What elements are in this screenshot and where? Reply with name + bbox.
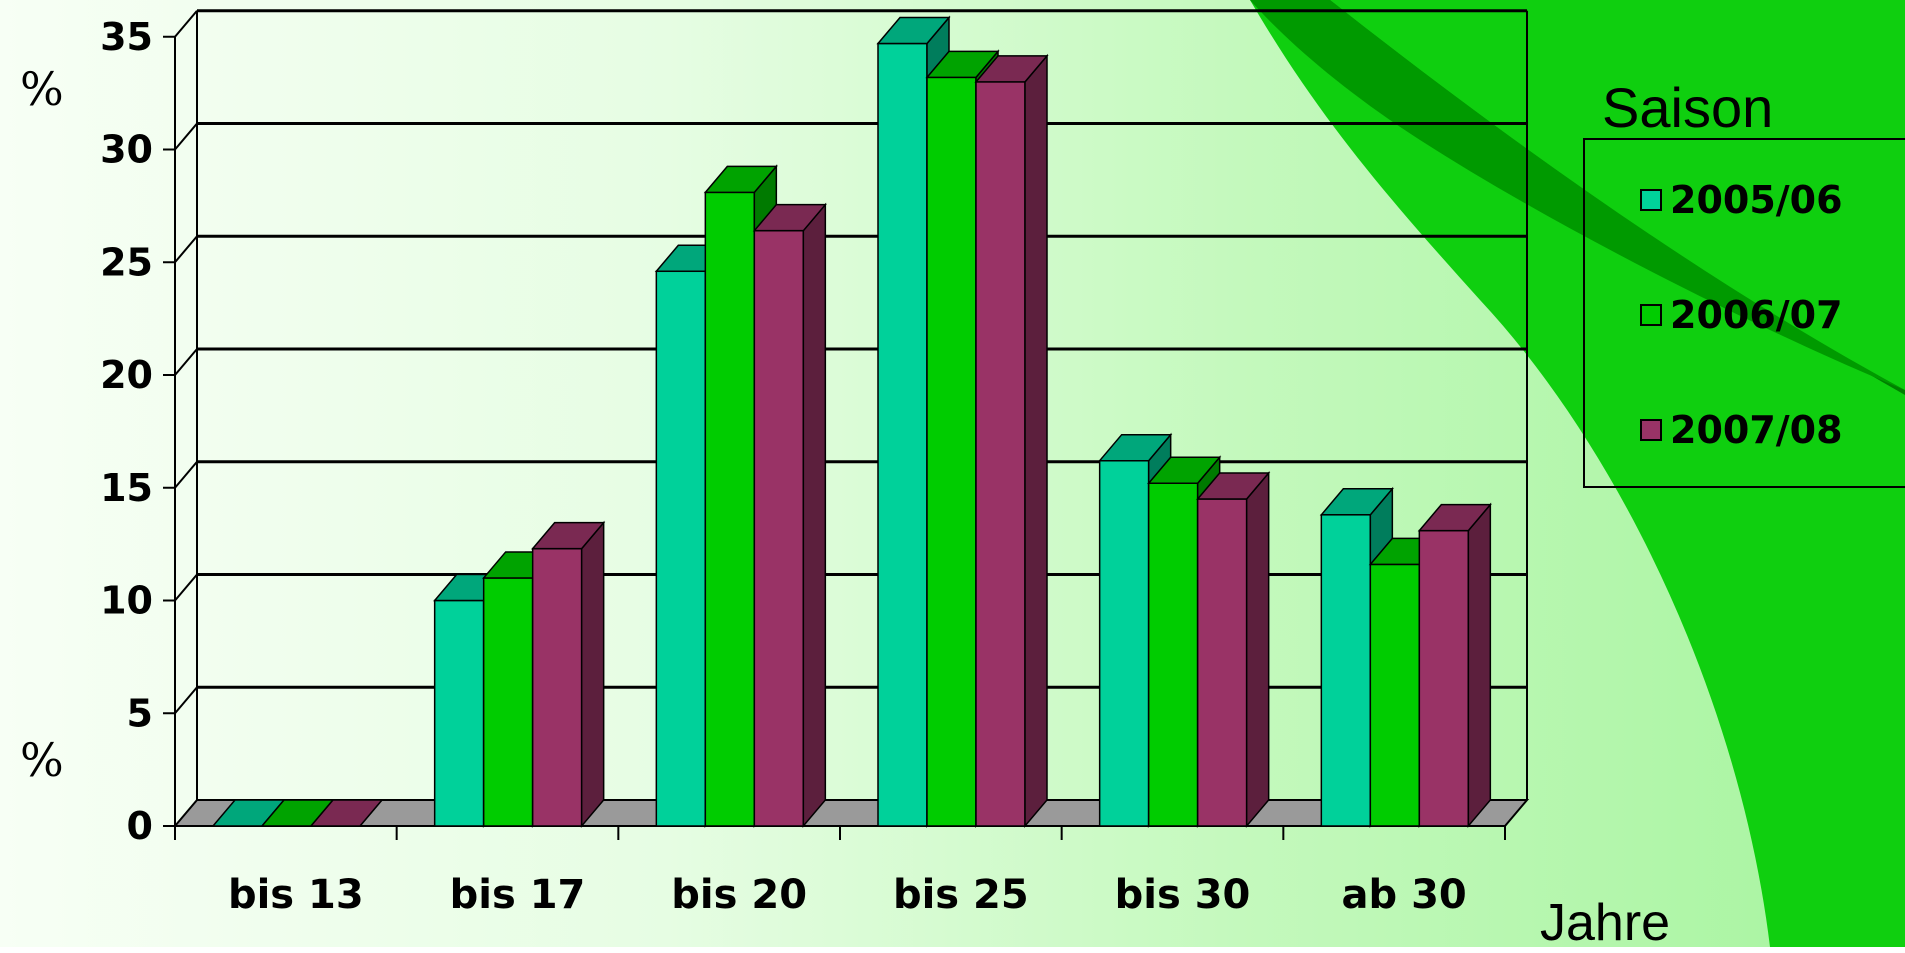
y-tick-label: 30 xyxy=(100,128,153,172)
bar-front xyxy=(926,76,977,827)
bar-front xyxy=(1369,563,1421,827)
bar-front xyxy=(1196,498,1248,827)
gridline-side xyxy=(174,10,198,38)
gridline-side xyxy=(174,461,198,489)
bar-side xyxy=(1467,502,1492,829)
y-unit-label-top: % xyxy=(20,62,64,116)
bar xyxy=(531,520,606,829)
gridline-side xyxy=(174,573,198,602)
bar-top xyxy=(752,203,827,232)
bar-top xyxy=(1319,488,1394,516)
y-tick-label: 35 xyxy=(100,15,153,59)
bar xyxy=(1196,470,1271,829)
bar-top xyxy=(974,55,1049,83)
legend: 2005/06 2006/07 2007/08 xyxy=(1583,138,1905,488)
legend-label-2007-08: 2007/08 xyxy=(1670,408,1843,452)
legend-item-2005-06: 2005/06 xyxy=(1640,178,1843,222)
y-tick-label: 5 xyxy=(127,691,153,735)
bar xyxy=(974,53,1049,829)
legend-swatch-2006-07 xyxy=(1640,304,1662,326)
legend-label-2006-07: 2006/07 xyxy=(1670,293,1843,337)
x-tick-label: bis 17 xyxy=(450,872,586,918)
x-tick-label: bis 25 xyxy=(893,872,1029,918)
legend-title: Saison xyxy=(1602,76,1774,139)
bar-front xyxy=(1098,459,1150,827)
bar-top xyxy=(876,16,951,45)
chart-bars xyxy=(211,15,1492,829)
chart-labels: 0 5 10 15 20 25 30 35 bis 13 bis 17 bis 20 bis 25 bi… xyxy=(100,15,1467,918)
bar-front xyxy=(482,577,534,827)
bar-side xyxy=(802,202,827,829)
x-tick-label: bis 20 xyxy=(671,872,807,918)
bar-top xyxy=(1098,433,1173,462)
bar-side xyxy=(580,520,605,829)
bar-top xyxy=(1147,456,1222,484)
legend-swatch-2007-08 xyxy=(1640,419,1662,441)
y-tick-label: 15 xyxy=(100,466,153,510)
x-tick-label: ab 30 xyxy=(1342,872,1467,918)
bar-front xyxy=(704,191,756,827)
decorative-swoosh-bright xyxy=(1250,0,1905,947)
bar-front xyxy=(531,547,583,827)
bar xyxy=(309,799,384,827)
bar-front xyxy=(1320,514,1372,827)
bar-front xyxy=(1147,482,1199,827)
gridline-side xyxy=(174,122,198,151)
bar-top xyxy=(531,521,606,550)
bar-front xyxy=(433,599,485,827)
legend-item-2007-08: 2007/08 xyxy=(1640,408,1843,452)
bar-front xyxy=(975,81,1026,827)
x-axis-unit-label: Jahre xyxy=(1540,894,1671,952)
x-tick-label: bis 13 xyxy=(228,872,364,918)
bar-top xyxy=(309,799,384,827)
gridline-side xyxy=(174,686,198,714)
bar-front xyxy=(655,270,707,827)
bar xyxy=(1417,502,1492,829)
bar-front xyxy=(1418,529,1470,827)
bar-top xyxy=(925,50,1000,79)
y-tick-label: 0 xyxy=(127,804,153,848)
y-tick-label: 25 xyxy=(100,240,153,284)
bar-side xyxy=(1024,53,1048,829)
bar-top xyxy=(1417,503,1492,532)
y-unit-label-bottom: % xyxy=(20,733,64,787)
legend-swatch-2005-06 xyxy=(1640,189,1662,211)
legend-label-2005-06: 2005/06 xyxy=(1670,178,1843,222)
bar xyxy=(752,202,827,829)
legend-item-2006-07: 2006/07 xyxy=(1640,293,1843,337)
bar-top xyxy=(1196,472,1271,500)
y-tick-label: 10 xyxy=(100,579,153,623)
bar-front xyxy=(877,42,928,827)
y-tick-label: 20 xyxy=(100,353,153,397)
x-tick-label: bis 30 xyxy=(1115,872,1251,918)
chart-axes xyxy=(163,35,1506,840)
bar-side xyxy=(1245,470,1270,829)
bar-front xyxy=(753,229,805,827)
bar-top xyxy=(703,165,778,194)
gridline-side xyxy=(174,348,198,376)
gridline-side xyxy=(174,235,198,263)
